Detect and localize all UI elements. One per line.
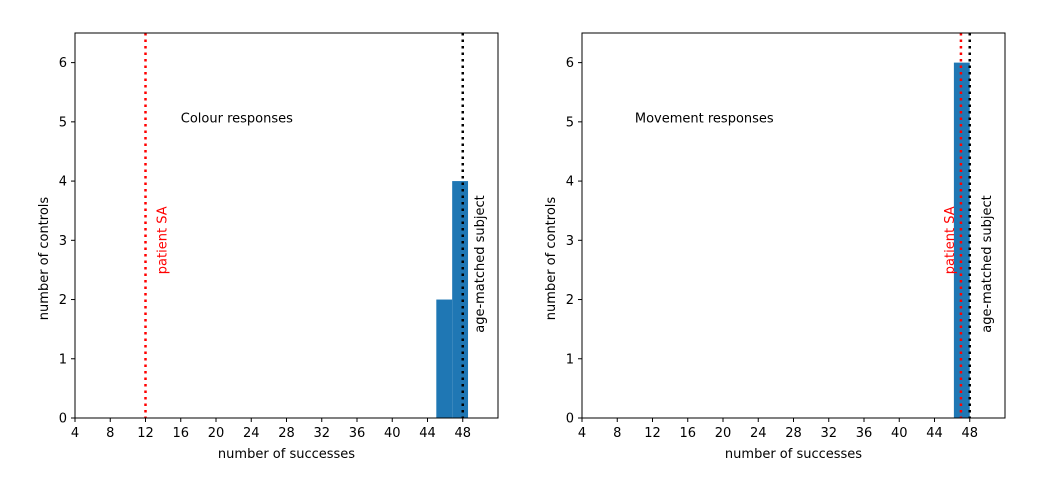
axes-frame (74, 32, 499, 419)
x-tick-label: 28 (278, 426, 295, 441)
annotation-text: Colour responses (181, 111, 293, 126)
x-tick-label: 28 (785, 426, 802, 441)
reference-line-label: patient SA (156, 206, 171, 274)
x-tick-label: 40 (891, 426, 908, 441)
x-tick-label: 44 (419, 426, 436, 441)
y-axis-label: number of controls (37, 197, 52, 321)
x-tick-label: 4 (578, 426, 586, 441)
y-tick-label: 2 (566, 293, 574, 308)
x-tick-label: 48 (454, 426, 471, 441)
y-tick-label: 2 (59, 293, 67, 308)
x-tick-label: 8 (106, 426, 114, 441)
y-tick-label: 1 (59, 352, 67, 367)
histogram-bar (452, 181, 469, 418)
x-tick-label: 48 (961, 426, 978, 441)
y-tick-label: 3 (59, 234, 67, 249)
x-tick-label: 16 (679, 426, 696, 441)
x-tick-label: 20 (208, 426, 225, 441)
y-tick-label: 0 (59, 412, 67, 427)
histogram-bar (953, 62, 970, 418)
x-tick-label: 8 (613, 426, 621, 441)
y-tick-label: 5 (59, 115, 67, 130)
x-axis-label: number of successes (218, 447, 355, 462)
reference-line-label: age-matched subject (980, 195, 995, 333)
y-tick-label: 5 (566, 115, 574, 130)
reference-line-label: age-matched subject (473, 195, 488, 333)
x-tick-label: 12 (644, 426, 661, 441)
y-tick-label: 6 (566, 56, 574, 71)
x-tick-label: 40 (384, 426, 401, 441)
reference-line-label: patient SA (943, 206, 958, 274)
x-tick-label: 32 (820, 426, 837, 441)
y-tick-label: 1 (566, 352, 574, 367)
x-tick-label: 4 (71, 426, 79, 441)
x-tick-label: 44 (926, 426, 943, 441)
y-tick-label: 0 (566, 412, 574, 427)
y-axis-label: number of controls (544, 197, 559, 321)
y-tick-label: 4 (566, 175, 574, 190)
x-tick-label: 24 (243, 426, 260, 441)
x-axis-label: number of successes (725, 447, 862, 462)
y-tick-label: 4 (59, 175, 67, 190)
x-tick-label: 16 (172, 426, 189, 441)
axes-frame (581, 32, 1006, 419)
y-tick-label: 6 (59, 56, 67, 71)
x-tick-label: 12 (137, 426, 154, 441)
x-tick-label: 20 (715, 426, 732, 441)
x-tick-label: 36 (856, 426, 873, 441)
histogram-bar (436, 299, 453, 418)
x-tick-label: 32 (313, 426, 330, 441)
x-tick-label: 24 (750, 426, 767, 441)
y-tick-label: 3 (566, 234, 574, 249)
annotation-text: Movement responses (635, 111, 774, 126)
x-tick-label: 36 (349, 426, 366, 441)
